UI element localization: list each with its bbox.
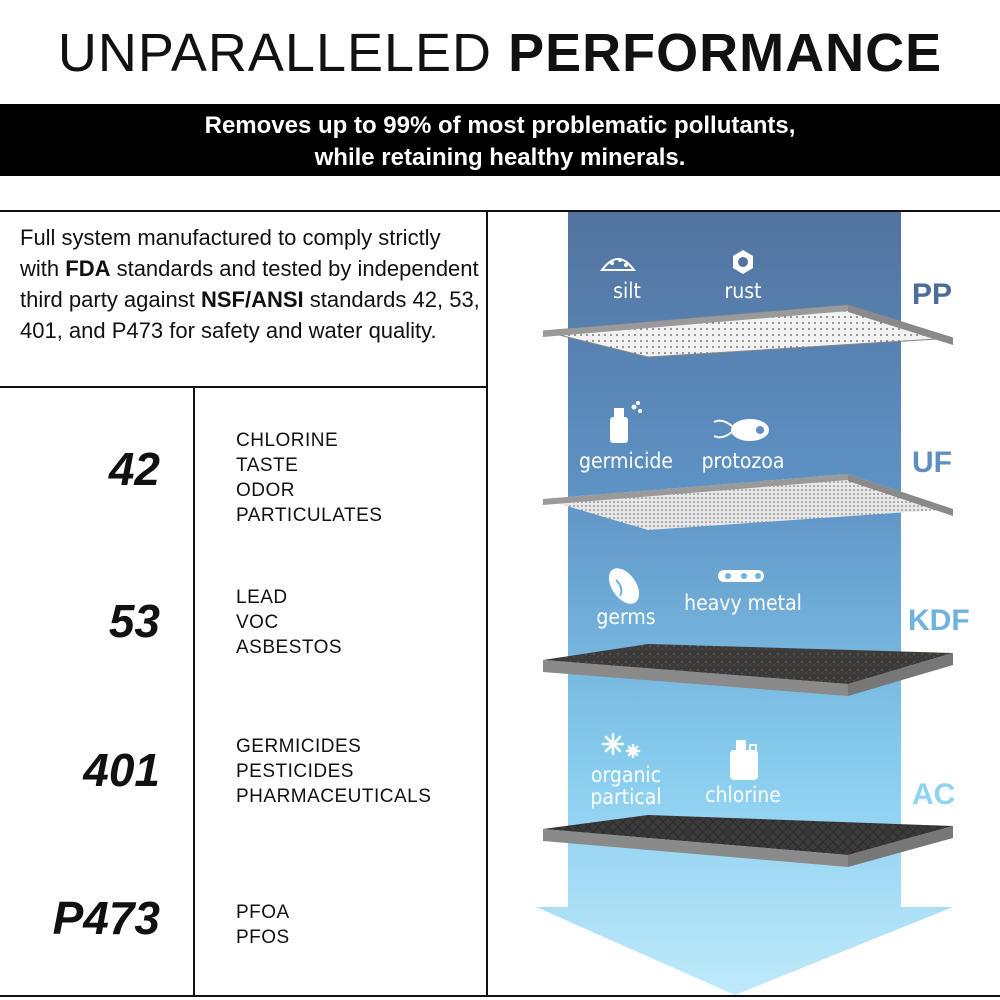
protozoa-icon	[713, 419, 769, 441]
hex-nut-icon	[733, 250, 753, 274]
filter-layer-kdf	[543, 644, 953, 696]
list-item: PFOA	[236, 902, 290, 923]
banner-line-2: while retaining healthy minerals.	[314, 144, 686, 171]
jug-icon	[730, 740, 758, 780]
list-item: ASBESTOS	[236, 637, 343, 658]
compliance-description: Full system manufactured to comply stric…	[20, 225, 480, 343]
contaminant-label: silt	[613, 279, 641, 303]
divider	[486, 210, 488, 996]
list-item: LEAD	[236, 587, 288, 608]
layer-label-kdf: KDF	[908, 604, 970, 637]
divider	[0, 210, 1000, 212]
contaminant-label: rust	[724, 279, 762, 303]
standard-number: 401	[83, 744, 160, 796]
layer-label-uf: UF	[912, 446, 952, 479]
list-item: PFOS	[236, 927, 290, 948]
bacteria-icon	[608, 568, 640, 604]
title-light: UNPARALLELED	[57, 23, 493, 83]
sand-pile-icon	[600, 258, 636, 271]
layer-label-ac: AC	[912, 778, 956, 811]
standard-number: 53	[108, 595, 160, 647]
filter-diagram	[536, 212, 954, 995]
contaminant-label: germicide	[579, 449, 673, 473]
divider	[0, 995, 1000, 997]
list-item: VOC	[236, 612, 279, 633]
contaminant-label: heavy metal	[684, 591, 802, 615]
list-item: PHARMACEUTICALS	[236, 786, 432, 807]
standard-items: GERMICIDES PESTICIDES PHARMACEUTICALS	[236, 734, 431, 809]
contaminant-label: organic partical	[590, 763, 662, 809]
standard-number: 42	[108, 443, 160, 495]
standard-items: PFOA PFOS	[236, 900, 290, 950]
chain-icon	[718, 570, 764, 582]
layer-label-pp: PP	[912, 278, 953, 311]
page-title: UNPARALLELED PERFORMANCE	[0, 22, 1000, 84]
banner-line-1: Removes up to 99% of most problematic po…	[204, 112, 796, 139]
divider	[193, 386, 195, 996]
sparkle-icon	[601, 732, 641, 759]
filter-layer-uf	[543, 474, 953, 530]
water-flow-arrow	[536, 212, 953, 995]
list-item: PARTICULATES	[236, 505, 383, 526]
standard-number: P473	[52, 892, 160, 944]
standard-items: CHLORINE TASTE ODOR PARTICULATES	[236, 428, 382, 528]
title-bold: PERFORMANCE	[508, 23, 943, 83]
filter-layer-ac	[543, 815, 953, 867]
divider	[0, 386, 488, 388]
list-item: PESTICIDES	[236, 761, 354, 782]
spray-bottle-icon	[610, 401, 642, 443]
filter-layer-pp	[542, 304, 954, 358]
contaminant-label: protozoa	[701, 449, 785, 473]
contaminant-label: germs	[596, 605, 656, 629]
list-item: CHLORINE	[236, 430, 339, 451]
banner: Removes up to 99% of most problematic po…	[0, 104, 1000, 176]
list-item: TASTE	[236, 455, 299, 476]
contaminant-label: chlorine	[705, 783, 781, 807]
list-item: ODOR	[236, 480, 295, 501]
list-item: GERMICIDES	[236, 736, 362, 757]
standard-items: LEAD VOC ASBESTOS	[236, 585, 342, 660]
